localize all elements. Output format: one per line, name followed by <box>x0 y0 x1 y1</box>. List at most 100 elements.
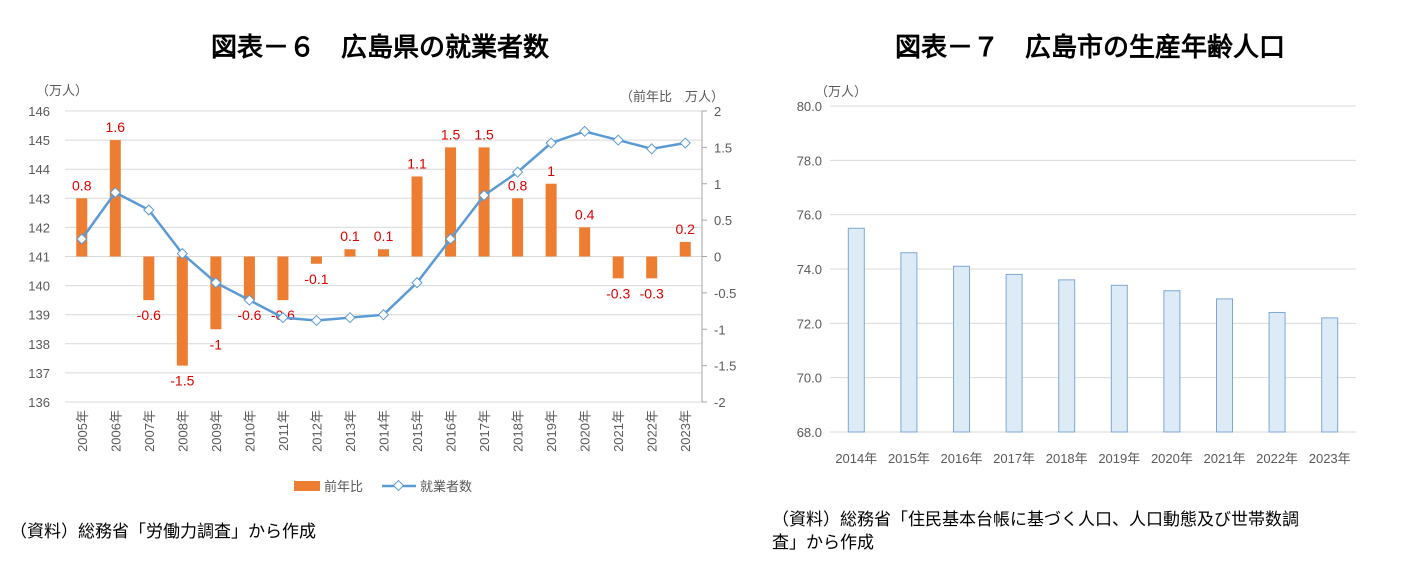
data-label: 1.6 <box>106 119 126 135</box>
data-label: 0.2 <box>676 221 696 237</box>
left-tick-label: 144 <box>28 162 50 177</box>
x-tick-label: 2011年 <box>276 410 291 451</box>
left-tick-label: 145 <box>28 133 50 148</box>
bar-2020年 <box>1163 290 1181 433</box>
line-point-2013年 <box>344 311 356 324</box>
y-tick-label: 68.0 <box>797 425 822 440</box>
left-tick-label: 142 <box>28 220 50 235</box>
bar-2014年 <box>847 227 865 433</box>
data-label: -0.3 <box>640 285 664 301</box>
right-tick-label: 1 <box>714 177 721 192</box>
x-tick-label: 2014年 <box>377 410 392 452</box>
x-tick-label: 2022年 <box>645 410 660 452</box>
x-tick-label: 2021年 <box>1204 451 1246 466</box>
x-tick-label: 2018年 <box>511 410 526 452</box>
chart2-source-line2: 査」から作成 <box>772 533 874 553</box>
line-point-2023年 <box>679 137 691 149</box>
line-point-2008年 <box>176 247 188 260</box>
y-tick-label: 72.0 <box>797 316 822 331</box>
bar-2020年 <box>579 227 591 257</box>
legend-label-bar: 前年比 <box>324 479 363 495</box>
bar-2007年 <box>143 256 155 301</box>
data-label: 0.4 <box>575 206 595 222</box>
x-tick-label: 2020年 <box>1151 451 1193 466</box>
legend-label-line: 就業者数 <box>420 479 472 495</box>
chart2: 68.0 70.0 72.0 74.0 76.0 78.0 80.0 2014年 2015年 20… <box>797 99 1356 466</box>
y-tick-label: 80.0 <box>797 99 822 114</box>
bar-2022年 <box>1268 311 1286 433</box>
data-label: 0.1 <box>340 228 360 244</box>
bar-2021年 <box>1216 298 1233 433</box>
line-point-2021年 <box>612 134 624 146</box>
left-tick-label: 143 <box>28 191 50 206</box>
x-tick-label: 2019年 <box>1098 451 1140 466</box>
line-point-2018年 <box>511 166 524 178</box>
x-tick-label: 2018年 <box>1046 451 1088 466</box>
bar-2018年 <box>512 198 524 257</box>
left-tick-label: 137 <box>28 366 50 381</box>
chart1: 136 137 138 139 140 141 142 143 144 145 146 -2 -1.5 -… <box>28 104 736 452</box>
legend-swatch-bar <box>294 481 320 491</box>
line-point-2005年 <box>76 233 88 245</box>
data-label: 1.1 <box>407 155 427 171</box>
bar-2008年 <box>176 256 188 366</box>
bar-2012年 <box>310 256 322 264</box>
x-tick-label: 2023年 <box>1309 451 1351 466</box>
x-tick-label: 2016年 <box>444 410 459 452</box>
data-label: -1.5 <box>170 373 194 389</box>
right-tick-label: 2 <box>714 104 721 119</box>
line-point-2011年 <box>277 311 289 324</box>
line-point-2015年 <box>411 277 423 289</box>
x-tick-label: 2007年 <box>142 410 157 452</box>
bar-2005年 <box>76 198 88 257</box>
bar-2022年 <box>646 256 658 279</box>
line-point-2016年 <box>444 233 457 245</box>
chart2-title: 図表－７ 広島市の生産年齢人口 <box>895 32 1285 63</box>
x-tick-label: 2012年 <box>309 410 324 452</box>
line-point-2009年 <box>210 277 222 289</box>
data-label: -0.6 <box>237 307 261 323</box>
bar-2019年 <box>1110 284 1128 433</box>
line-point-2012年 <box>310 314 323 327</box>
bar-2023年 <box>679 241 691 257</box>
bar-2016年 <box>445 147 457 257</box>
bar-2011年 <box>277 256 289 301</box>
bar-2010年 <box>243 256 255 301</box>
x-tick-label: 2014年 <box>835 451 877 466</box>
line-point-2022年 <box>646 143 658 155</box>
data-label: -1 <box>210 336 223 352</box>
line-point-2006年 <box>109 186 121 199</box>
y-tick-label: 70.0 <box>797 371 822 386</box>
x-tick-label: 2019年 <box>544 410 559 452</box>
bar-2021年 <box>612 256 624 279</box>
chart1-title: 図表－６ 広島県の就業者数 <box>211 32 550 63</box>
line-point-2019年 <box>545 137 557 149</box>
right-tick-label: 0.5 <box>714 213 732 228</box>
bar-2015年 <box>411 176 423 257</box>
right-tick-label: -2 <box>714 395 726 410</box>
chart1-right-unit: （前年比 万人） <box>620 89 724 105</box>
line-point-2014年 <box>377 309 390 321</box>
bar-2015年 <box>900 252 918 433</box>
line-point-2017年 <box>478 189 490 202</box>
x-tick-label: 2008年 <box>175 410 190 452</box>
bar-2018年 <box>1058 279 1076 433</box>
bar-2006年 <box>109 140 121 257</box>
line-point-2007年 <box>143 204 155 216</box>
left-tick-label: 139 <box>28 308 50 323</box>
data-label: 0.8 <box>72 177 92 193</box>
chart2-source-line1: （資料）総務省「住民基本台帳に基づく人口、人口動態及び世帯数調 <box>772 510 1299 530</box>
y-tick-label: 78.0 <box>797 153 822 168</box>
right-tick-label: 0 <box>714 250 721 265</box>
x-tick-label: 2013年 <box>343 410 358 452</box>
data-label: -0.3 <box>606 285 630 301</box>
y-tick-label: 76.0 <box>797 208 822 223</box>
data-label: -0.1 <box>304 271 328 287</box>
x-tick-label: 2017年 <box>477 410 492 452</box>
bar-2023年 <box>1321 317 1339 433</box>
legend-marker <box>392 479 405 492</box>
y-tick-label: 74.0 <box>797 262 822 277</box>
chart1-legend: 前年比 就業者数 <box>294 479 472 495</box>
x-tick-label: 2010年 <box>242 410 257 452</box>
